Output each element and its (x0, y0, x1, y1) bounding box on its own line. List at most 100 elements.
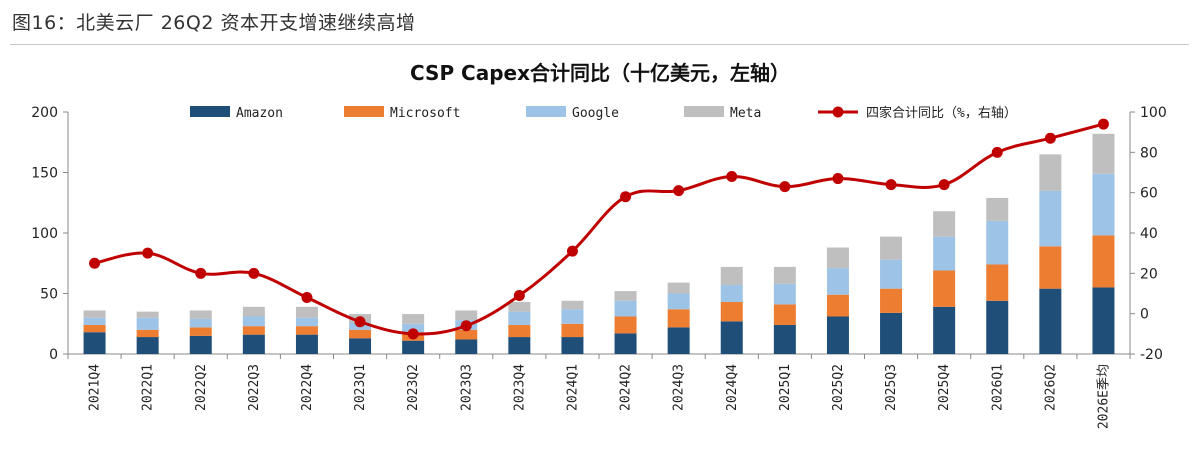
bar-google (189, 318, 212, 328)
bar-microsoft (933, 270, 956, 307)
left-tick-label: 50 (40, 287, 58, 303)
bar-microsoft (561, 323, 584, 338)
legend-swatch-meta (684, 106, 724, 117)
bar-amazon (295, 334, 318, 354)
left-tick-label: 150 (31, 166, 58, 182)
legend-swatch-google (526, 106, 566, 117)
bar-google (667, 293, 690, 310)
bar-microsoft (189, 327, 212, 336)
bar-microsoft (880, 288, 903, 313)
figure-title: 图16：北美云厂 26Q2 资本开支增速继续高增 (12, 12, 416, 34)
yoy-growth-point (832, 173, 844, 185)
yoy-growth-point (991, 146, 1003, 158)
bar-amazon (136, 337, 159, 354)
bar-meta (189, 310, 212, 319)
bar-amazon (189, 335, 212, 354)
yoy-growth-point (673, 185, 685, 197)
right-tick-label: 60 (1140, 186, 1158, 202)
yoy-growth-point (354, 316, 366, 328)
bar-microsoft (508, 324, 531, 338)
bar-meta (720, 266, 743, 286)
x-tick-label: 2023Q2 (406, 364, 421, 411)
legend-swatch-yoy-point (832, 106, 844, 118)
x-tick-label: 2026E季均 (1096, 364, 1111, 429)
bar-meta (136, 311, 159, 318)
bar-microsoft (1039, 246, 1062, 289)
x-tick-label: 2025Q2 (831, 364, 846, 411)
yoy-growth-point (142, 247, 154, 259)
bar-microsoft (720, 301, 743, 322)
bar-meta (880, 236, 903, 260)
bar-meta (826, 247, 849, 269)
left-tick-label: 0 (49, 347, 58, 363)
yoy-growth-point (938, 179, 950, 191)
bar-google (880, 259, 903, 289)
legend-label-microsoft: Microsoft (390, 106, 460, 121)
right-tick-label: 80 (1140, 145, 1158, 161)
x-tick-label: 2024Q1 (565, 364, 580, 411)
bar-google (986, 220, 1009, 265)
chart-title: CSP Capex合计同比（十亿美元，左轴） (410, 61, 790, 85)
bar-google (136, 317, 159, 330)
bar-microsoft (242, 326, 265, 335)
axes-group: 0 50 100 150 200 -20 0 20 40 60 80 100 2021Q4 2022Q1 2… (31, 105, 1166, 429)
bar-meta (933, 211, 956, 237)
right-tick-label: 20 (1140, 266, 1158, 282)
yoy-growth-point (566, 245, 578, 257)
yoy-growth-point (248, 267, 260, 279)
yoy-growth-point (885, 179, 897, 191)
bar-amazon (933, 306, 956, 354)
bar-amazon (826, 316, 849, 354)
bar-meta (295, 306, 318, 318)
yoy-growth-point (407, 328, 419, 340)
bar-google (83, 317, 106, 325)
left-tick-label: 100 (31, 226, 58, 242)
bar-google (614, 300, 637, 317)
x-tick-label: 2024Q3 (672, 364, 687, 411)
yoy-growth-point (89, 257, 101, 269)
bar-microsoft (295, 326, 318, 335)
yoy-growth-point (779, 181, 791, 193)
bar-microsoft (349, 329, 372, 339)
legend-swatch-microsoft (344, 106, 384, 117)
bar-amazon (83, 332, 106, 354)
right-tick-label: 40 (1140, 226, 1158, 242)
bar-meta (455, 310, 478, 321)
bar-microsoft (773, 304, 796, 325)
bar-microsoft (667, 309, 690, 328)
bar-microsoft (455, 329, 478, 340)
right-tick-label: -20 (1140, 347, 1163, 363)
bar-amazon (349, 338, 372, 354)
bar-microsoft (1092, 235, 1115, 288)
legend-label-meta: Meta (730, 106, 761, 121)
right-tick-label: 100 (1140, 105, 1167, 121)
bar-microsoft (614, 316, 637, 334)
bar-amazon (508, 337, 531, 354)
bar-google (1039, 190, 1062, 247)
x-tick-label: 2023Q4 (512, 364, 527, 411)
legend-label-yoy: 四家合计同比（%，右轴） (866, 105, 1017, 121)
x-tick-label: 2023Q3 (459, 364, 474, 411)
bar-google (826, 268, 849, 295)
bar-meta (1092, 133, 1115, 174)
x-tick-label: 2022Q3 (247, 364, 262, 411)
bar-amazon (561, 337, 584, 354)
yoy-growth-point (620, 191, 632, 203)
legend-label-google: Google (572, 106, 619, 121)
bar-amazon (242, 334, 265, 354)
x-tick-label: 2024Q2 (619, 364, 634, 411)
x-tick-label: 2022Q2 (194, 364, 209, 411)
x-tick-label: 2025Q4 (937, 364, 952, 411)
bar-meta (402, 314, 425, 324)
bar-meta (773, 266, 796, 284)
bars-group (83, 133, 1115, 354)
x-tick-label: 2026Q1 (990, 364, 1005, 411)
line-group (89, 118, 1109, 340)
bar-meta (508, 301, 531, 312)
x-tick-label: 2022Q1 (141, 364, 156, 411)
title-divider (10, 44, 1189, 45)
x-tick-label: 2026Q2 (1043, 364, 1058, 411)
x-tick-label: 2022Q4 (300, 364, 315, 411)
bar-google (295, 317, 318, 327)
